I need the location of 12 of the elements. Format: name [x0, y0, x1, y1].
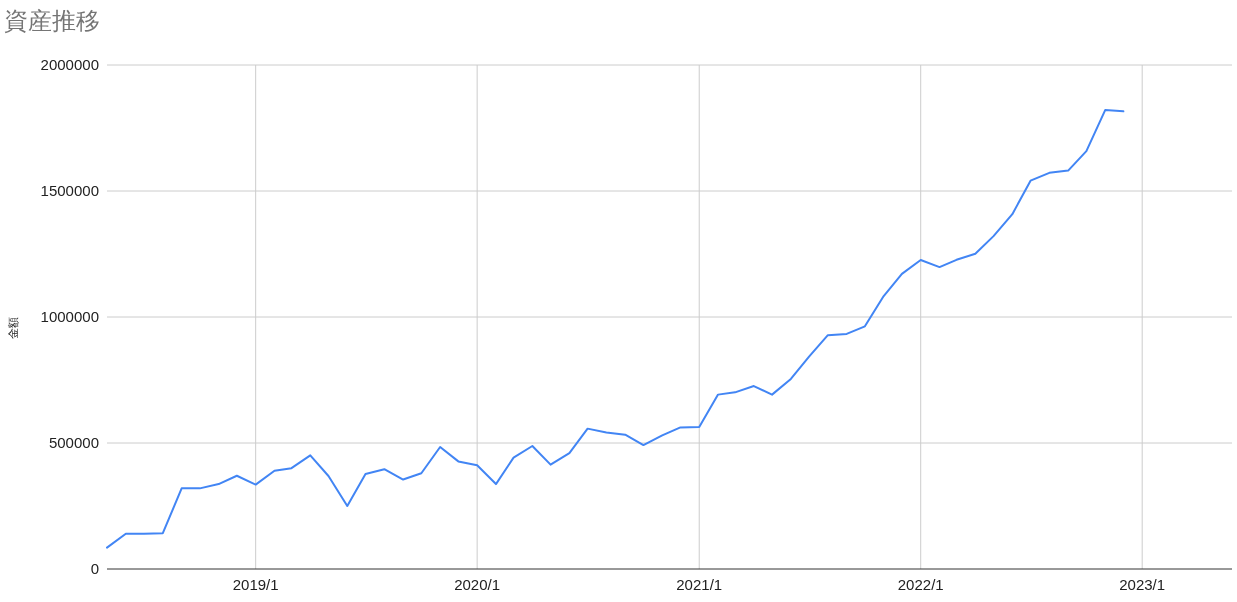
y-tick-label: 0: [90, 560, 99, 577]
x-tick-label: 2019/1: [232, 576, 279, 593]
y-tick-label: 500000: [48, 434, 99, 451]
x-tick-label: 2023/1: [1119, 576, 1166, 593]
y-axis-title: 金額: [7, 317, 19, 339]
y-tick-label: 1000000: [40, 308, 99, 325]
y-tick-label: 2000000: [40, 56, 99, 73]
x-tick-label: 2022/1: [897, 576, 944, 593]
y-tick-label: 1500000: [40, 182, 99, 199]
x-tick-label: 2020/1: [454, 576, 501, 593]
chart-title: 資産推移: [4, 7, 100, 34]
x-tick-label: 2021/1: [676, 576, 723, 593]
